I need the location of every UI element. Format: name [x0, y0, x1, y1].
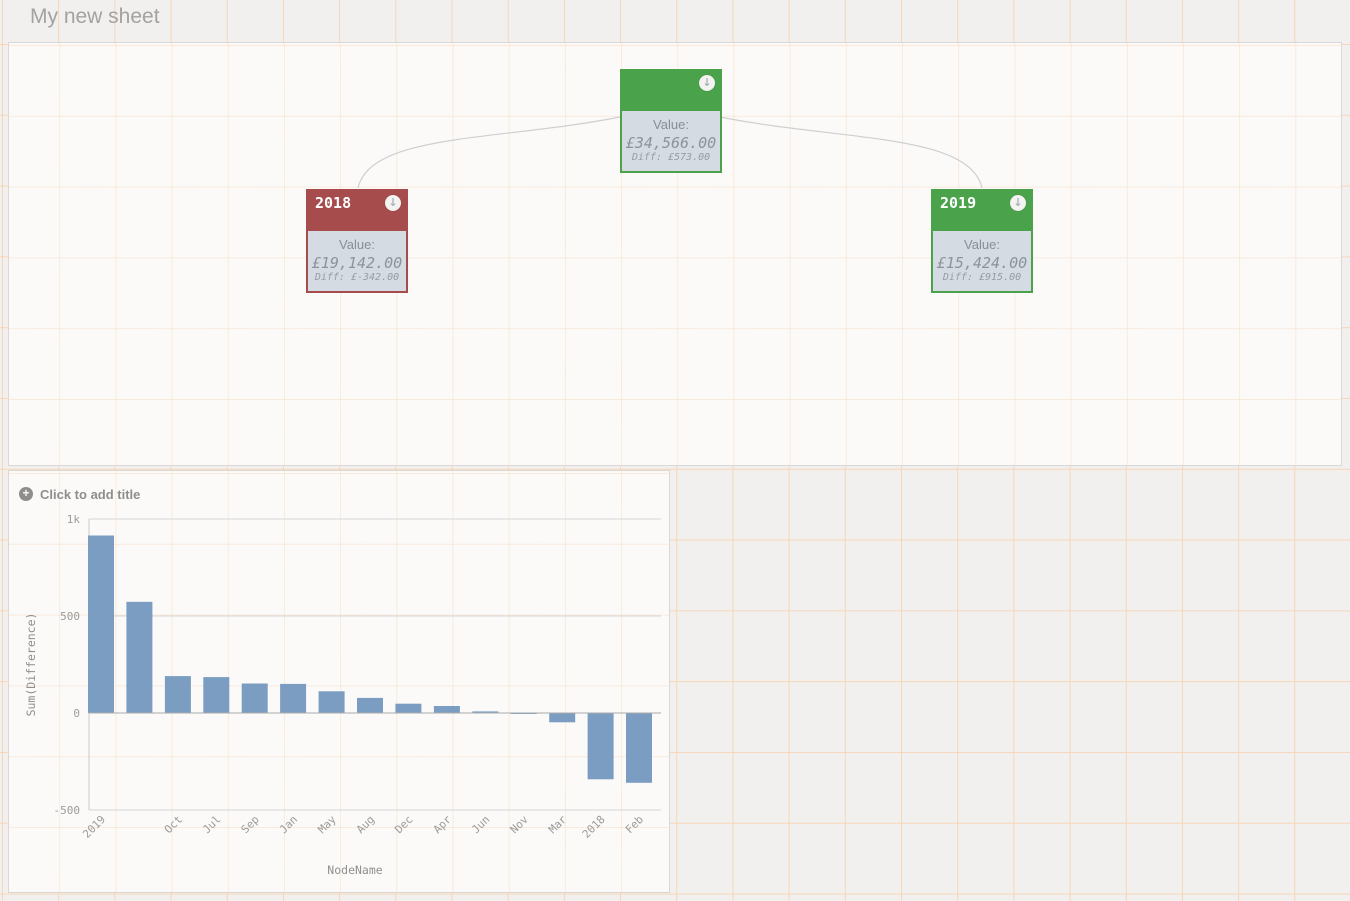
x-tick-label: Sep	[239, 813, 262, 836]
bar[interactable]	[241, 683, 268, 714]
chart-title-text: Click to add title	[40, 486, 141, 502]
collapse-arrow-icon[interactable]: ↓	[1010, 195, 1026, 211]
x-tick-label: Jun	[469, 813, 492, 836]
x-axis-title: NodeName	[327, 863, 382, 877]
tree-node-2018-body: Value: £19,142.00 Diff: £-342.00	[308, 231, 406, 291]
bar[interactable]	[126, 601, 153, 713]
node-diff: Diff: £-342.00	[314, 272, 400, 284]
bar[interactable]	[203, 677, 230, 713]
bar[interactable]	[88, 535, 114, 714]
tree-node-root[interactable]: ↓ Value: £34,566.00 Diff: £573.00	[620, 69, 722, 173]
bar[interactable]	[164, 676, 191, 713]
x-tick-label: 2019	[80, 813, 108, 841]
tree-node-2019[interactable]: 2019 ↓ Value: £15,424.00 Diff: £915.00	[931, 189, 1033, 293]
node-diff: Diff: £915.00	[942, 272, 1022, 284]
tree-node-2018-title: 2018	[315, 194, 352, 212]
tree-node-2019-title: 2019	[940, 194, 977, 212]
bar[interactable]	[357, 697, 383, 713]
sheet-title: My new sheet	[30, 5, 160, 28]
x-tick-label: Apr	[431, 813, 455, 837]
y-tick-label: 1k	[67, 513, 81, 526]
chart-title-placeholder[interactable]: + Click to add title	[19, 484, 140, 504]
bar[interactable]	[549, 713, 576, 723]
tree-chart-panel: ↓ Value: £34,566.00 Diff: £573.00 2018 ↓…	[8, 42, 1342, 466]
bar[interactable]	[626, 713, 652, 783]
tree-node-2018-header: 2018 ↓	[308, 191, 406, 231]
bar-chart-panel: + Click to add title 1k 500 0 -500 2019 Oct Ju…	[8, 470, 670, 893]
node-diff: Diff: £573.00	[631, 152, 711, 164]
tree-node-root-header: ↓	[622, 71, 720, 111]
y-tick-label: 0	[73, 707, 80, 720]
x-tick-label: Dec	[392, 813, 415, 836]
x-tick-label: Aug	[354, 813, 377, 836]
node-value: £19,142.00	[311, 253, 403, 272]
x-tick-label: Oct	[162, 813, 185, 836]
tree-node-2019-body: Value: £15,424.00 Diff: £915.00	[933, 231, 1031, 291]
y-tick-label: 500	[60, 610, 80, 623]
y-axis-title: Sum(Difference)	[24, 613, 38, 717]
x-tick-label: Jan	[277, 813, 300, 836]
add-title-plus-icon[interactable]: +	[19, 487, 33, 501]
bar[interactable]	[587, 713, 614, 780]
y-tick-label: -500	[54, 804, 81, 817]
bar[interactable]	[318, 691, 345, 713]
bar[interactable]	[433, 706, 460, 713]
collapse-arrow-icon[interactable]: ↓	[699, 75, 715, 91]
tree-link-right	[719, 116, 983, 189]
value-label: Value:	[653, 117, 689, 133]
value-label: Value:	[339, 237, 375, 253]
x-tick-label: Nov	[508, 813, 532, 837]
value-label: Value:	[964, 237, 1000, 253]
node-value: £34,566.00	[625, 133, 717, 152]
tree-link-left	[357, 116, 621, 189]
x-tick-label: Jul	[200, 813, 223, 836]
x-tick-label: May	[315, 813, 339, 837]
x-tick-label: Mar	[546, 813, 570, 837]
bar[interactable]	[472, 711, 499, 713]
bar[interactable]	[280, 683, 307, 713]
tree-node-2019-header: 2019 ↓	[933, 191, 1031, 231]
tree-node-2018[interactable]: 2018 ↓ Value: £19,142.00 Diff: £-342.00	[306, 189, 408, 293]
node-value: £15,424.00	[936, 253, 1028, 272]
x-tick-label: Feb	[623, 813, 646, 836]
tree-node-root-body: Value: £34,566.00 Diff: £573.00	[622, 111, 720, 171]
bar[interactable]	[395, 703, 422, 713]
collapse-arrow-icon[interactable]: ↓	[385, 195, 401, 211]
x-tick-label: 2018	[580, 813, 608, 841]
